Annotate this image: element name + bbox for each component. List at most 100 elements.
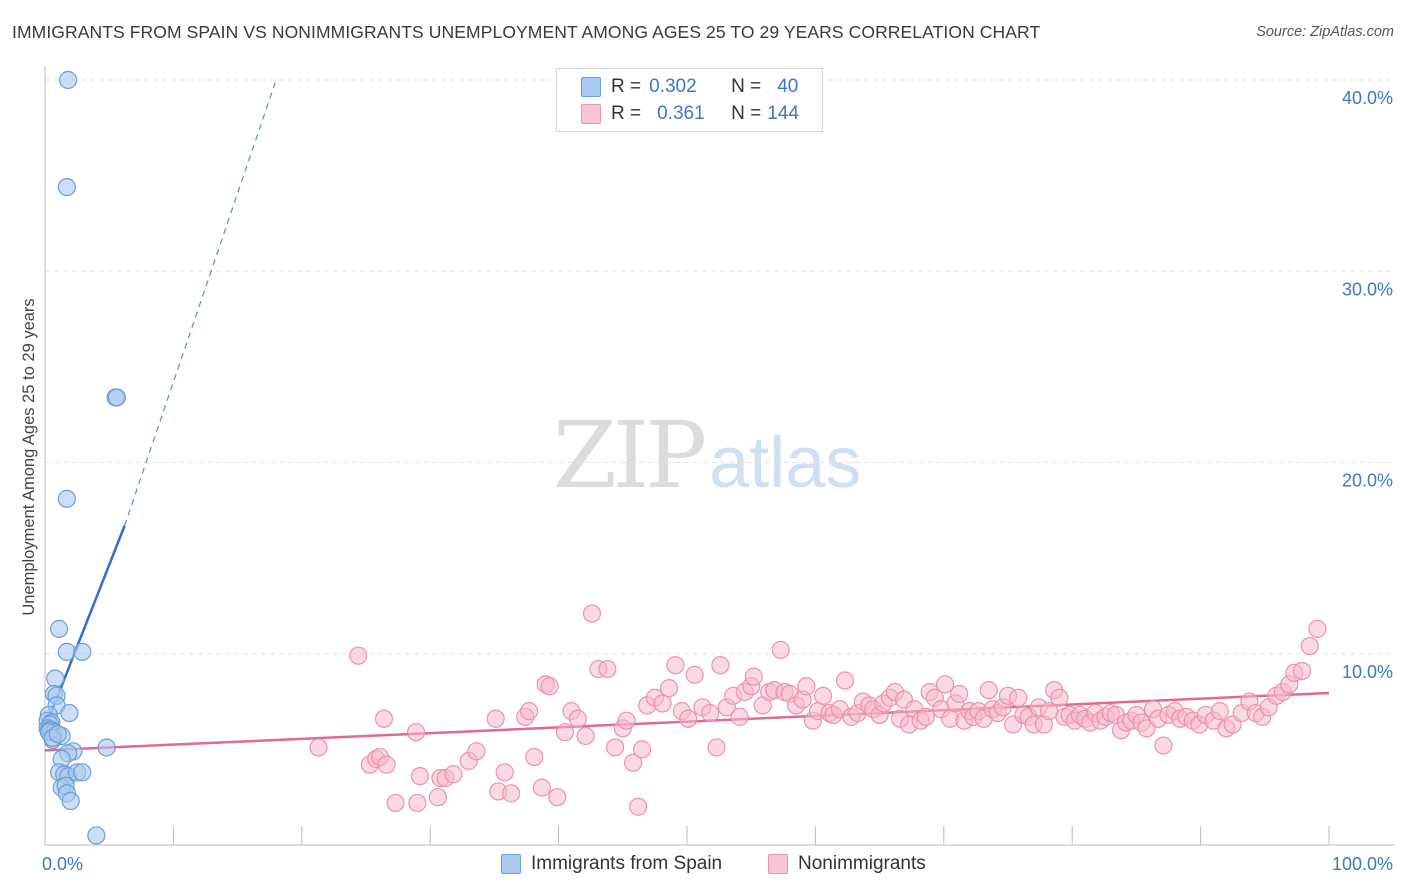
- nonimmigrants-point: [679, 709, 698, 728]
- spain-point: [50, 619, 69, 638]
- legend-n-value: 144: [767, 103, 799, 124]
- nonimmigrants-point: [428, 788, 448, 807]
- nonimmigrants-point: [444, 765, 463, 784]
- legend-n-label: N =: [731, 103, 762, 124]
- nonimmigrants-point: [576, 726, 595, 746]
- spain-point: [57, 642, 76, 661]
- bottom-legend-spain: Immigrants from Spain: [501, 852, 722, 876]
- nonimmigrants-point: [1050, 688, 1069, 707]
- nonimmigrants-swatch: [581, 104, 601, 124]
- nonimmigrants-point: [410, 767, 430, 786]
- nonimmigrants-point: [582, 604, 602, 623]
- spain-point: [48, 724, 67, 744]
- nonimmigrants-point: [666, 656, 685, 675]
- nonimmigrants-point: [629, 797, 648, 816]
- nonimmigrants-point: [707, 738, 726, 757]
- nonimmigrants-swatch: [768, 854, 788, 874]
- nonimmigrants-points: [309, 604, 1327, 816]
- nonimmigrants-point: [548, 788, 567, 807]
- bottom-legend-nonimmigrants: Nonimmigrants: [768, 852, 926, 876]
- nonimmigrants-point: [540, 677, 559, 696]
- y-tick-label: 10.0%: [1342, 662, 1393, 682]
- spain-points: [38, 70, 127, 845]
- source-label: Source: ZipAtlas.com: [1256, 24, 1394, 40]
- nonimmigrants-point: [701, 703, 720, 723]
- nonimmigrants-point: [623, 753, 643, 772]
- nonimmigrants-point: [730, 707, 749, 726]
- bottom-legend-spain-label: Immigrants from Spain: [531, 853, 723, 874]
- spain-point: [57, 178, 76, 197]
- watermark-zip: ZIP: [553, 402, 707, 509]
- nonimmigrants-point: [486, 709, 505, 728]
- spain-point: [87, 826, 106, 845]
- spain-trend: [43, 79, 277, 729]
- nonimmigrants-point: [814, 686, 833, 705]
- spain-point: [73, 642, 92, 661]
- nonimmigrants-point: [632, 740, 652, 759]
- tick-labels: 10.0% 20.0% 30.0% 40.0% 0.0% 100.0%: [42, 88, 1393, 874]
- nonimmigrants-point: [935, 675, 955, 694]
- legend-r-label: R =: [611, 76, 642, 97]
- nonimmigrants-point: [555, 723, 575, 742]
- spain-swatch: [581, 77, 601, 97]
- nonimmigrants-point: [1210, 702, 1229, 721]
- legend-n-value: 40: [777, 76, 799, 97]
- nonimmigrants-point: [386, 793, 405, 813]
- nonimmigrants-point: [979, 680, 998, 700]
- correlation-legend: R = 0.302 N = 40 R = 0.361 N = 144: [556, 68, 823, 132]
- nonimmigrants-point: [771, 640, 790, 660]
- nonimmigrants-point: [525, 747, 544, 767]
- y-tick-label: 40.0%: [1342, 88, 1393, 108]
- bottom-legend-nonimmigrants-label: Nonimmigrants: [798, 853, 926, 874]
- nonimmigrants-point: [711, 656, 730, 675]
- nonimmigrants-point: [1292, 661, 1312, 681]
- nonimmigrants-point: [653, 694, 672, 713]
- spain-swatch: [501, 854, 521, 874]
- grid-lines: [45, 79, 1395, 655]
- nonimmigrants-point: [1308, 619, 1327, 638]
- nonimmigrants-point: [501, 784, 521, 803]
- legend-r-value: 0.302: [649, 76, 697, 97]
- spain-point: [97, 738, 116, 757]
- nonimmigrants-point: [598, 659, 617, 679]
- nonimmigrants-point: [408, 793, 427, 813]
- chart-title: IMMIGRANTS FROM SPAIN VS NONIMMIGRANTS U…: [12, 22, 1041, 42]
- spain-point: [107, 388, 127, 407]
- spain-point: [60, 703, 79, 723]
- spain-point: [57, 489, 76, 508]
- nonimmigrants-point: [374, 709, 394, 728]
- spain-trend-extension: [124, 79, 277, 526]
- nonimmigrants-point: [617, 711, 636, 730]
- nonimmigrants-point: [605, 738, 625, 757]
- nonimmigrants-point: [377, 755, 396, 774]
- legend-n-label: N =: [731, 76, 762, 97]
- x-tick-label-max: 100.0%: [1332, 854, 1393, 874]
- spain-point: [61, 791, 80, 811]
- spain-point: [46, 669, 65, 688]
- legend-row-spain: R = 0.302 N = 40: [581, 75, 798, 99]
- y-tick-label: 30.0%: [1342, 279, 1393, 299]
- y-tick-label: 20.0%: [1342, 471, 1393, 491]
- nonimmigrants-point: [916, 707, 935, 726]
- nonimmigrants-point: [349, 646, 368, 665]
- nonimmigrants-point: [467, 742, 486, 761]
- nonimmigrants-point: [1300, 636, 1319, 656]
- legend-r-value: 0.361: [657, 103, 705, 124]
- legend-r-label: R =: [611, 103, 642, 124]
- nonimmigrants-point: [685, 665, 704, 684]
- spain-point: [73, 763, 92, 782]
- nonimmigrants-point: [309, 738, 328, 757]
- nonimmigrants-point: [1009, 688, 1028, 707]
- nonimmigrants-point: [568, 709, 587, 728]
- x-tick-label-min: 0.0%: [42, 854, 83, 874]
- nonimmigrants-point: [835, 671, 855, 690]
- nonimmigrants-point: [519, 702, 539, 721]
- nonimmigrants-point: [744, 667, 763, 686]
- nonimmigrants-point: [797, 677, 816, 696]
- nonimmigrants-point: [532, 778, 552, 797]
- y-axis-label: Unemployment Among Ages 25 to 29 years: [20, 298, 38, 615]
- nonimmigrants-point: [950, 684, 969, 704]
- watermark: ZIPatlas: [553, 402, 861, 509]
- spain-point: [59, 70, 78, 90]
